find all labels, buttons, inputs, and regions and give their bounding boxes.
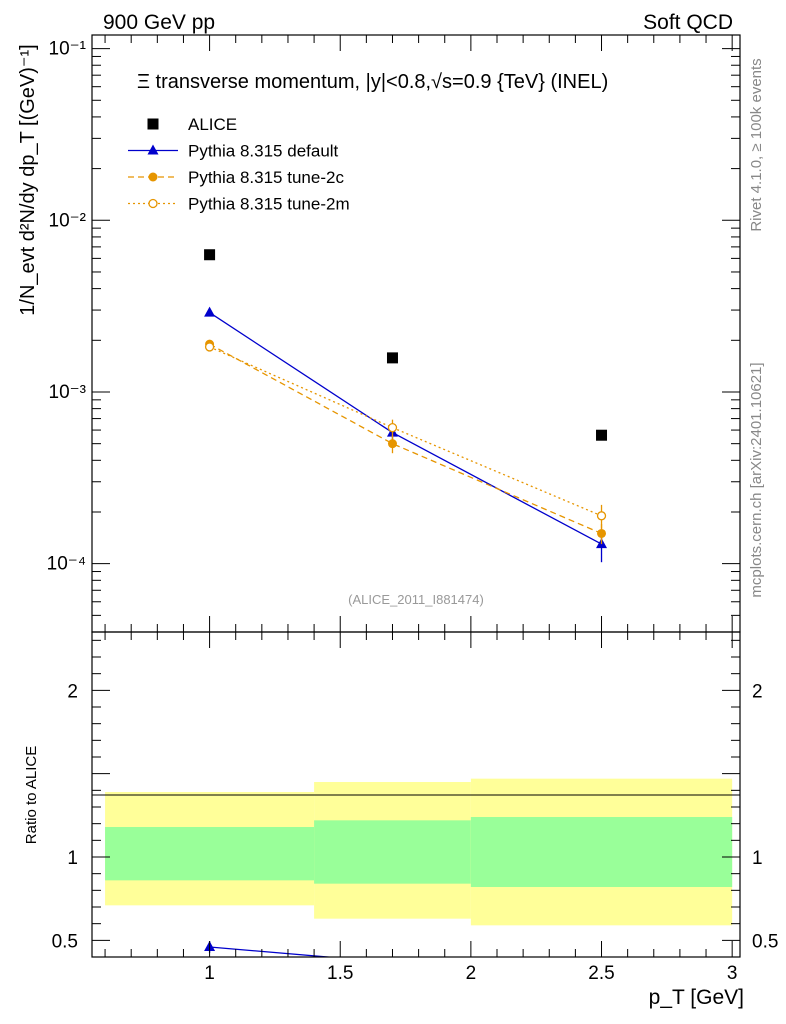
main-plot-panel: 10⁻⁴ 10⁻³ 10⁻² 10⁻¹ Ξ transverse momentum, …: [17, 34, 741, 633]
legend-label: Pythia 8.315 tune-2c: [188, 168, 344, 187]
rivet-version-label: Rivet 4.1.0, ≥ 100k events: [748, 58, 765, 231]
ratio-tick-label-left: 1: [67, 848, 78, 869]
analysis-id-label: (ALICE_2011_I881474): [348, 592, 484, 607]
data-point: [596, 429, 608, 441]
legend-marker: [148, 172, 158, 182]
ratio-band-inner: [105, 827, 315, 881]
x-axis-label: p_T [GeV]: [649, 986, 744, 1009]
series-point: [387, 439, 397, 449]
series-point: [204, 342, 215, 352]
header-right-label: Soft QCD: [643, 11, 733, 34]
x-tick-label: 3: [727, 963, 738, 984]
data-point: [386, 352, 398, 364]
series-line: [209, 346, 602, 517]
ratio-tick-label-right: 2: [752, 681, 763, 702]
legend-marker: [147, 144, 159, 155]
series-point: [597, 528, 607, 538]
ratio-tick-label-right: 1: [752, 848, 763, 869]
ratio-series-group: [204, 941, 393, 957]
ratio-band-inner: [314, 820, 471, 884]
main-series-group: [204, 249, 608, 563]
x-tick-label: 2: [466, 963, 477, 984]
ratio-tick-label-left: 0.5: [52, 931, 78, 952]
legend: ALICE Pythia 8.315 default Pythia 8.315 tu…: [128, 115, 350, 214]
series-line: [209, 343, 602, 535]
series-point: [596, 511, 607, 521]
x-tick-label: 2.5: [588, 963, 614, 984]
main-axis-ticks: 10⁻⁴ 10⁻³ 10⁻² 10⁻¹: [47, 35, 740, 633]
series-point: [204, 306, 216, 317]
y-tick-label: 10⁻²: [49, 210, 87, 231]
legend-marker: [148, 198, 158, 209]
mcplots-label: mcplots.cern.ch [arXiv:2401.10621]: [748, 362, 765, 597]
legend-label: Pythia 8.315 default: [188, 142, 339, 161]
header-left-label: 900 GeV pp: [103, 11, 215, 34]
legend-marker: [147, 118, 159, 130]
legend-label: ALICE: [188, 115, 237, 134]
data-point: [204, 249, 216, 261]
x-tick-label: 1: [204, 963, 215, 984]
y-axis-label: 1/N_evt d²N/dy dp_T [(GeV)⁻¹]: [17, 44, 39, 315]
x-tick-label: 1.5: [327, 963, 353, 984]
chart-title: Ξ transverse momentum, |y|<0.8,√s=0.9 {T…: [137, 71, 608, 93]
ratio-tick-label-right: 0.5: [752, 931, 778, 952]
ratio-series-line: [209, 946, 336, 957]
ratio-tick-label-left: 2: [67, 681, 78, 702]
ratio-point: [392, 956, 393, 957]
ratio-plot-panel: 1 1.5 2 2.5 3 0.5 0.5 1 1 2 2 Ratio to ALICE: [23, 631, 778, 984]
series-point: [387, 422, 398, 433]
ratio-uncertainty-bands: [105, 778, 733, 926]
ratio-plot-frame: [91, 631, 741, 958]
y-tick-label: 10⁻¹: [49, 39, 87, 60]
y-tick-label: 10⁻³: [49, 382, 87, 403]
ratio-default-series: [204, 941, 393, 957]
series-line: [209, 312, 602, 545]
legend-label: Pythia 8.315 tune-2m: [188, 195, 350, 214]
y-tick-label: 10⁻⁴: [47, 554, 86, 575]
ratio-axis-ticks: 1 1.5 2 2.5 3 0.5 0.5 1 1 2 2: [52, 632, 778, 984]
ratio-band-inner: [470, 817, 733, 887]
ratio-y-axis-label: Ratio to ALICE: [23, 746, 40, 844]
